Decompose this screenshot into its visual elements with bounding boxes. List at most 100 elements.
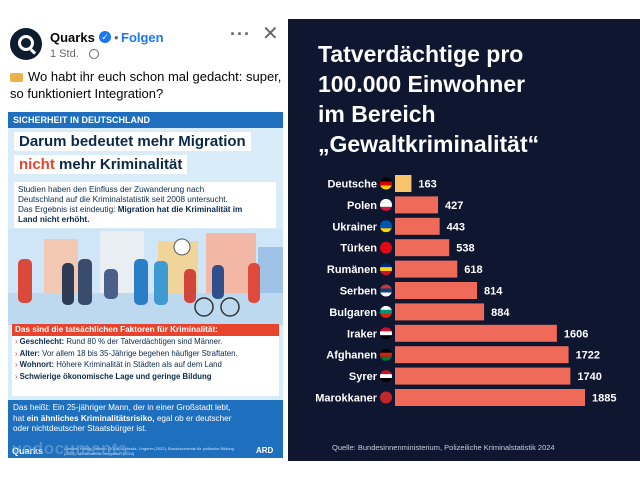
bulgaria-flag — [380, 305, 392, 310]
watermark: vodocuments — [12, 439, 129, 458]
bar — [395, 282, 478, 299]
category-label: Afghanen — [326, 350, 377, 362]
bar — [395, 196, 439, 214]
value-label: 814 — [484, 286, 503, 298]
social-post: Quarks ✓ • Folgen 1 Std. ··· ✕ Wo habt i… — [0, 0, 290, 480]
category-label: Ukrainer — [332, 221, 377, 233]
avatar[interactable] — [10, 28, 42, 60]
bar-chart: Deutsche 163 Polen 427 Ukrainer 443 Türken 538 R… — [315, 175, 616, 406]
intro-bold-2: Land nicht erhöht. — [18, 215, 90, 224]
morocco-flag — [380, 395, 392, 400]
syria-flag — [380, 370, 392, 375]
conclusion-box: Das heißt: Ein 25-jähriger Mann, der in … — [8, 400, 283, 444]
category-label: Deutsche — [327, 179, 377, 191]
bar — [395, 389, 585, 406]
ukraine-flag — [380, 220, 392, 225]
conclusion-post: egal ob er deutscher — [156, 413, 232, 423]
card-title-line-2-rest: mehr Kriminalität — [59, 156, 183, 173]
factor-label: Wohnort: — [19, 360, 55, 369]
bar — [395, 303, 485, 321]
chevron-right-icon: › — [15, 371, 18, 381]
serbia-flag — [380, 284, 392, 289]
iraq-flag — [380, 331, 392, 336]
card-topic: SICHERHEIT IN DEUTSCHLAND — [8, 112, 283, 128]
turkey-flag — [380, 245, 392, 250]
factor-text: Vor allem 18 bis 35-Jährige begehen häuf… — [42, 348, 238, 358]
bar — [395, 239, 450, 257]
factor-item: › Geschlecht: Rund 80 % der Tatverdächtig… — [12, 336, 279, 348]
value-label: 163 — [418, 179, 436, 191]
intro-line-2: Deutschland auf die Kriminalstatistik se… — [18, 195, 228, 204]
page-name[interactable]: Quarks — [50, 30, 95, 45]
infographic-card[interactable]: SICHERHEIT IN DEUTSCHLAND Darum bedeutet… — [8, 112, 283, 458]
chart-title-line-3: im Bereich — [318, 101, 436, 127]
conclusion-pre: hat — [13, 413, 25, 423]
verified-badge-icon: ✓ — [99, 31, 111, 43]
poland-flag — [380, 202, 392, 207]
value-label: 1606 — [564, 328, 588, 340]
conclusion-line-1: Das heißt: Ein 25-jähriger Mann, der in … — [13, 403, 231, 412]
category-label: Türken — [340, 243, 377, 255]
bar — [395, 175, 412, 192]
post-text-line-2: so funktioniert Integration? — [10, 86, 164, 101]
follow-button[interactable]: Folgen — [121, 30, 164, 45]
value-label: 1740 — [577, 371, 601, 383]
quarks-logo-icon — [18, 35, 34, 51]
romania-flag — [380, 267, 392, 272]
chevron-right-icon: › — [15, 337, 18, 346]
post-timestamp[interactable]: 1 Std. — [50, 48, 79, 60]
morocco-flag — [380, 399, 392, 404]
intro-line-3: Das Ergebnis ist eindeutig: — [18, 205, 116, 214]
chart-title: Tatverdächtige pro 100.000 Einwohner im … — [318, 39, 638, 159]
factor-item: › Alter: Vor allem 18 bis 35-Jährige bege… — [12, 348, 279, 360]
iraq-flag — [380, 335, 392, 340]
serbia-flag — [380, 292, 392, 297]
category-label: Polen — [347, 200, 377, 212]
germany-flag — [380, 181, 392, 186]
card-title-line-2: nicht mehr Kriminalität — [14, 155, 188, 174]
syria-flag — [380, 374, 392, 379]
quarks-brand-logo: Quarks — [12, 446, 44, 456]
chevron-right-icon: › — [15, 348, 18, 358]
chart-source: Quelle: Bundesinnenministerium, Polizeil… — [332, 443, 555, 452]
person-figure — [248, 263, 260, 303]
card-intro: Studien haben den Einfluss der Zuwanderu… — [14, 182, 276, 228]
value-label: 427 — [445, 200, 463, 212]
factor-text: Rund 80 % der Tatverdächtigen sind Männe… — [66, 337, 223, 346]
factor-text: Höhere Kriminalität in Städten als auf d… — [56, 360, 222, 369]
value-label: 443 — [447, 221, 465, 233]
intro-line-1: Studien haben den Einfluss der Zuwanderu… — [18, 185, 205, 194]
post-text-line-1: Wo habt ihr euch schon mal gedacht: supe… — [28, 69, 282, 84]
category-label: Marokkaner — [315, 393, 377, 405]
ukraine-flag — [380, 228, 392, 233]
globe-icon — [89, 49, 99, 59]
bulgaria-flag — [380, 309, 392, 314]
ukraine-flag — [380, 224, 392, 229]
category-label: Rumänen — [327, 264, 377, 276]
factors-heading: Das sind die tatsächlichen Faktoren für … — [12, 324, 279, 336]
person-figure — [62, 263, 74, 305]
post-header: Quarks ✓ • Folgen 1 Std. ··· ✕ — [8, 23, 284, 64]
card-footer: Quarks Quellen: Helbig, Jähnen (2018); G… — [8, 444, 283, 458]
person-figure — [134, 259, 148, 305]
category-label: Serben — [340, 286, 378, 298]
chart-title-line-2: 100.000 Einwohner — [318, 71, 526, 97]
close-icon[interactable]: ✕ — [262, 23, 279, 45]
afghanistan-flag — [380, 352, 392, 357]
factor-item: › Wohnort: Höhere Kriminalität in Städten… — [12, 359, 279, 371]
more-options-icon[interactable]: ··· — [230, 24, 251, 44]
conclusion-line-3: oder nichtdeutscher Staatsbürger ist. — [13, 424, 147, 433]
chart-panel[interactable]: Tatverdächtige pro 100.000 Einwohner im … — [288, 19, 640, 461]
category-label: Iraker — [347, 328, 378, 340]
bicycle-icon — [194, 297, 214, 317]
poland-flag — [380, 206, 392, 211]
iraq-flag — [380, 327, 392, 332]
value-label: 884 — [491, 307, 510, 319]
romania-flag — [380, 263, 392, 268]
clock-icon — [173, 238, 191, 256]
bar — [395, 324, 557, 342]
separator-dot: • — [114, 30, 119, 45]
bulgaria-flag — [380, 313, 392, 318]
street-scene-illustration — [8, 229, 283, 325]
